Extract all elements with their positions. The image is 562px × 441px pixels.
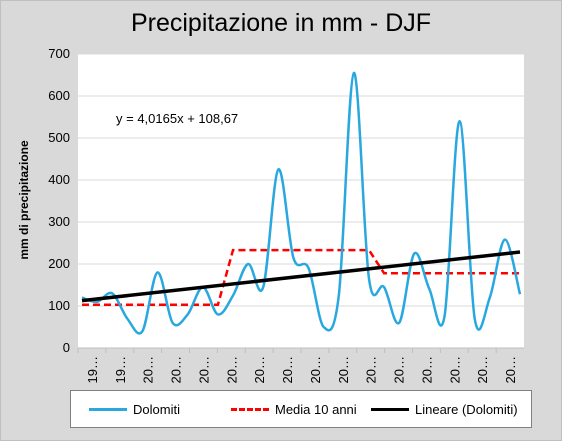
y-tick-label: 700	[48, 46, 70, 61]
x-tick-label: 20…	[141, 356, 156, 383]
x-tick-label: 19…	[85, 356, 100, 383]
x-tick-label: 20…	[169, 356, 184, 383]
x-tick-label: 20…	[503, 356, 518, 383]
plot-area	[78, 54, 524, 348]
legend-swatch-lineare	[371, 407, 409, 411]
x-tick-label: 20…	[252, 356, 267, 383]
legend-item-media: Media 10 anni	[231, 391, 357, 427]
legend-swatch-media	[231, 407, 269, 411]
trendline-equation: y = 4,0165x + 108,67	[116, 111, 238, 126]
y-axis-ticks: 0 100 200 300 400 500 600 700	[48, 46, 70, 355]
x-tick-label: 20…	[392, 356, 407, 383]
x-tick-label: 20…	[364, 356, 379, 383]
x-tick-label: 20…	[196, 356, 211, 383]
y-tick-label: 200	[48, 256, 70, 271]
x-tick-label: 20…	[308, 356, 323, 383]
series-layer	[81, 71, 522, 335]
x-tick-label: 20…	[419, 356, 434, 383]
y-axis-label: mm di precipitazione	[17, 140, 31, 260]
x-tick-label: 20…	[224, 356, 239, 383]
series-lineare-dolomiti	[81, 250, 521, 303]
y-tick-label: 0	[63, 340, 70, 355]
y-tick-label: 400	[48, 172, 70, 187]
x-tick-label: 20…	[336, 356, 351, 383]
legend-swatch-dolomiti	[89, 407, 127, 411]
y-tick-label: 100	[48, 298, 70, 313]
y-tick-label: 300	[48, 214, 70, 229]
series-dolomiti	[81, 71, 522, 335]
y-tick-label: 600	[48, 88, 70, 103]
x-tick-label: 19…	[113, 356, 128, 383]
x-tick-label: 20…	[475, 356, 490, 383]
x-tick-label: 20…	[447, 356, 462, 383]
legend-label-media: Media 10 anni	[275, 401, 357, 417]
x-axis-ticks: 19… 19… 20… 20… 20… 20… 20… 20… 20… 20… 20… 20… 20… 2…	[77, 348, 518, 383]
legend-item-lineare: Lineare (Dolomiti)	[371, 391, 518, 427]
legend-label-lineare: Lineare (Dolomiti)	[415, 401, 518, 417]
legend: Dolomiti Media 10 anni Lineare (Dolomiti…	[70, 390, 532, 428]
legend-label-dolomiti: Dolomiti	[133, 401, 180, 417]
x-tick-label: 20…	[280, 356, 295, 383]
chart-title: Precipitazione in mm - DJF	[130, 9, 432, 37]
y-tick-label: 500	[48, 130, 70, 145]
legend-item-dolomiti: Dolomiti	[89, 391, 180, 427]
